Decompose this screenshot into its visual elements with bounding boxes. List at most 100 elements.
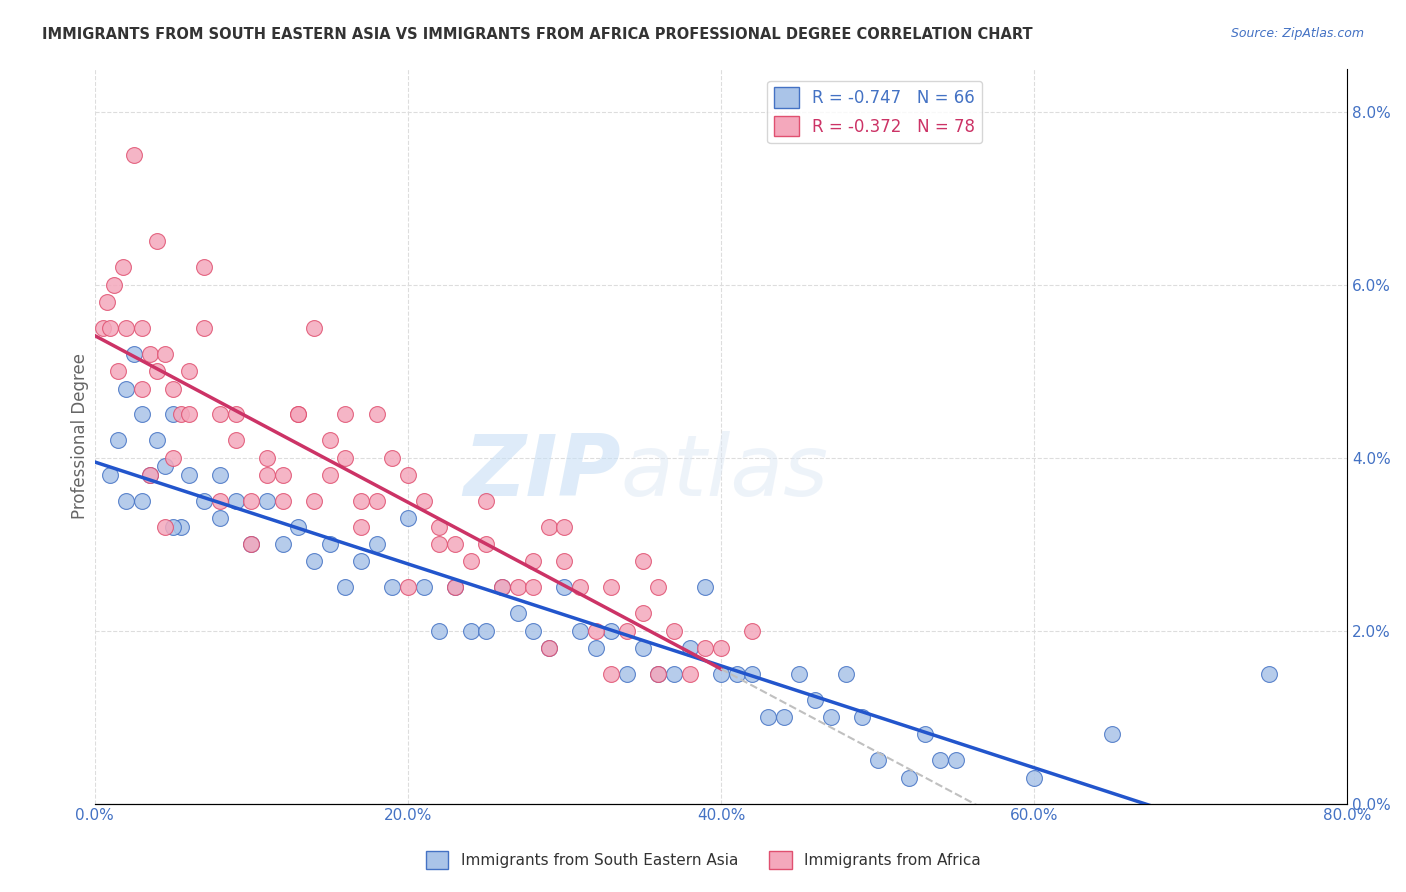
Point: [866, 753, 889, 767]
Point: [741, 624, 763, 638]
Point: [162, 450, 184, 465]
Point: [945, 753, 967, 767]
Point: [600, 581, 623, 595]
Point: [122, 347, 145, 361]
Point: [851, 710, 873, 724]
Point: [1258, 666, 1281, 681]
Point: [756, 710, 779, 724]
Point: [240, 537, 263, 551]
Point: [335, 408, 357, 422]
Point: [522, 581, 544, 595]
Point: [177, 467, 200, 482]
Point: [225, 408, 247, 422]
Point: [647, 666, 669, 681]
Y-axis label: Professional Degree: Professional Degree: [72, 353, 89, 519]
Point: [506, 581, 529, 595]
Point: [318, 537, 340, 551]
Point: [647, 666, 669, 681]
Point: [522, 554, 544, 568]
Point: [569, 581, 592, 595]
Point: [146, 364, 169, 378]
Point: [772, 710, 794, 724]
Point: [506, 607, 529, 621]
Point: [225, 494, 247, 508]
Point: [522, 624, 544, 638]
Point: [115, 382, 138, 396]
Point: [710, 640, 733, 655]
Point: [804, 693, 827, 707]
Point: [107, 434, 129, 448]
Point: [631, 640, 654, 655]
Point: [553, 581, 575, 595]
Point: [335, 581, 357, 595]
Point: [318, 467, 340, 482]
Point: [177, 408, 200, 422]
Point: [569, 624, 592, 638]
Point: [193, 494, 215, 508]
Point: [600, 624, 623, 638]
Point: [271, 537, 294, 551]
Point: [412, 581, 434, 595]
Point: [131, 321, 153, 335]
Point: [302, 494, 325, 508]
Point: [444, 581, 467, 595]
Point: [350, 494, 373, 508]
Point: [335, 450, 357, 465]
Point: [1024, 771, 1046, 785]
Point: [491, 581, 513, 595]
Point: [131, 408, 153, 422]
Point: [111, 260, 134, 275]
Text: ZIP: ZIP: [463, 432, 621, 515]
Point: [366, 408, 388, 422]
Point: [475, 537, 498, 551]
Point: [396, 511, 419, 525]
Point: [209, 408, 232, 422]
Point: [631, 554, 654, 568]
Point: [318, 434, 340, 448]
Point: [209, 494, 232, 508]
Point: [741, 666, 763, 681]
Point: [600, 666, 623, 681]
Point: [122, 148, 145, 162]
Point: [146, 434, 169, 448]
Point: [679, 640, 702, 655]
Point: [162, 382, 184, 396]
Point: [710, 666, 733, 681]
Point: [444, 581, 467, 595]
Point: [115, 321, 138, 335]
Point: [350, 520, 373, 534]
Point: [820, 710, 842, 724]
Point: [100, 467, 122, 482]
Point: [170, 408, 193, 422]
Point: [427, 537, 450, 551]
Point: [146, 235, 169, 249]
Legend: R = -0.747   N = 66, R = -0.372   N = 78: R = -0.747 N = 66, R = -0.372 N = 78: [768, 80, 981, 143]
Point: [131, 494, 153, 508]
Point: [350, 554, 373, 568]
Text: atlas: atlas: [621, 432, 828, 515]
Point: [412, 494, 434, 508]
Point: [381, 581, 404, 595]
Point: [240, 494, 263, 508]
Point: [177, 364, 200, 378]
Point: [585, 624, 607, 638]
Point: [427, 520, 450, 534]
Point: [537, 520, 560, 534]
Point: [366, 537, 388, 551]
Point: [256, 467, 278, 482]
Point: [155, 347, 177, 361]
Point: [725, 666, 748, 681]
Point: [100, 321, 122, 335]
Legend: Immigrants from South Eastern Asia, Immigrants from Africa: Immigrants from South Eastern Asia, Immi…: [419, 845, 987, 875]
Point: [679, 666, 702, 681]
Point: [287, 520, 309, 534]
Point: [553, 520, 575, 534]
Point: [91, 321, 114, 335]
Point: [662, 666, 685, 681]
Point: [475, 494, 498, 508]
Point: [585, 640, 607, 655]
Point: [271, 494, 294, 508]
Point: [695, 640, 717, 655]
Point: [897, 771, 920, 785]
Point: [491, 581, 513, 595]
